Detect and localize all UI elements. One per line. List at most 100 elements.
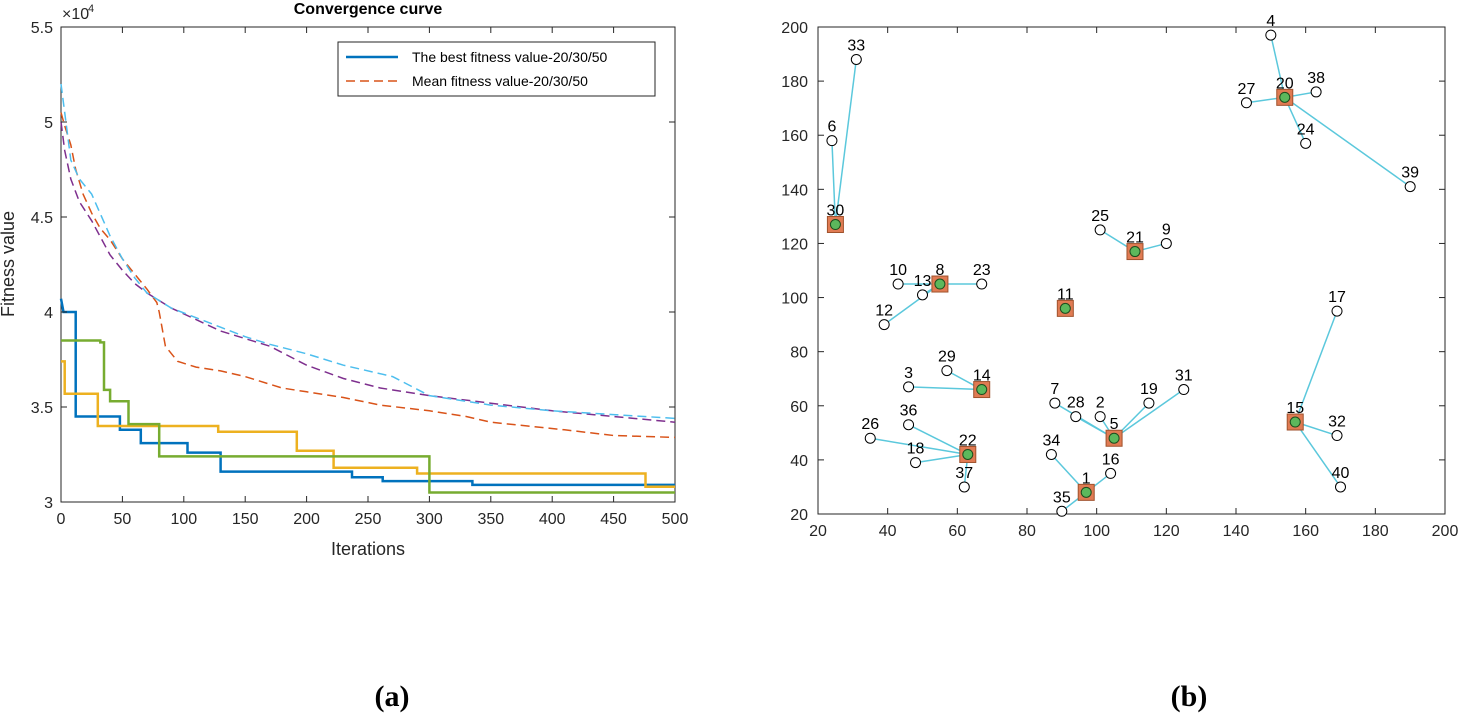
node-point [903, 381, 915, 393]
caption-b: (b) [1171, 680, 1208, 713]
cluster-link [883, 283, 941, 326]
legend-label-best: The best fitness value-20/30/50 [412, 49, 608, 65]
y-tick-label: 100 [781, 291, 808, 308]
x-tick-label: 160 [1292, 523, 1319, 540]
node-label: 12 [875, 303, 893, 320]
cluster-chart: 1234567891011121314151617181920212223242… [781, 13, 1458, 540]
x-tick-label: 0 [57, 511, 66, 528]
x-tick-label: 200 [1432, 523, 1459, 540]
node-point [1240, 97, 1252, 109]
node-label: 30 [827, 203, 845, 220]
x-tick-label: 20 [809, 523, 827, 540]
node-label: 8 [935, 262, 944, 279]
cluster-head-point [1059, 302, 1071, 314]
node-label: 10 [889, 262, 907, 279]
x-tick-label: 80 [1018, 523, 1036, 540]
node-label: 5 [1110, 416, 1119, 433]
caption-a: (a) [375, 680, 410, 713]
cluster-head-point [976, 384, 988, 396]
node-label: 1 [1082, 470, 1091, 487]
node-label: 19 [1140, 381, 1158, 398]
x-tick-label: 40 [879, 523, 897, 540]
node-point [941, 365, 953, 377]
cluster-head-point [829, 219, 841, 231]
cluster-head-point [1279, 91, 1291, 103]
node-point [1094, 411, 1106, 423]
series-line-1 [61, 360, 675, 489]
cluster-head-point [1080, 486, 1092, 498]
node-label: 17 [1328, 289, 1346, 306]
node-point [1105, 467, 1117, 479]
cluster-link [1294, 421, 1342, 488]
series-line-3 [60, 112, 676, 439]
node-label: 23 [973, 262, 991, 279]
node-point [1331, 305, 1343, 317]
node-label: 25 [1091, 208, 1109, 225]
y-tick-label: 20 [790, 507, 808, 524]
y-tick-label: 4 [44, 305, 53, 322]
y-tick-label: 60 [790, 399, 808, 416]
node-label: 2 [1096, 395, 1105, 412]
node-label: 22 [959, 432, 977, 449]
y-tick-label: 200 [781, 20, 808, 37]
node-label: 38 [1307, 70, 1325, 87]
node-label: 39 [1401, 165, 1419, 182]
node-label: 31 [1175, 368, 1193, 385]
cluster-head-point [1289, 416, 1301, 428]
node-point [910, 457, 922, 469]
node-label: 36 [900, 403, 918, 420]
convergence-chart: 0 50 100 150 200 250 300 350 400 450 500 3 3.5 4 4.5 5 5… [0, 1, 688, 559]
node-label: 3 [904, 365, 913, 382]
x-tick-label: 180 [1362, 523, 1389, 540]
y-axis-label: Fitness value [0, 211, 18, 317]
node-label: 32 [1328, 414, 1346, 431]
cluster-link [1294, 310, 1338, 423]
cluster-head-point [1108, 432, 1120, 444]
y-tick-label: 180 [781, 74, 808, 91]
node-point [1404, 181, 1416, 193]
node-point [826, 135, 838, 147]
x-tick-label: 350 [477, 511, 504, 528]
cluster-link [908, 424, 969, 456]
node-label: 13 [914, 273, 932, 290]
x-tick-label: 120 [1153, 523, 1180, 540]
node-point [976, 278, 988, 290]
y-tick-label: 140 [781, 182, 808, 199]
y-tick-label: 4.5 [31, 210, 53, 227]
node-point [1056, 505, 1068, 517]
node-label: 14 [973, 368, 991, 385]
node-point [1265, 29, 1277, 41]
x-tick-label: 300 [416, 511, 443, 528]
series-line-2 [61, 339, 675, 494]
node-point [1049, 397, 1061, 409]
node-label: 9 [1162, 221, 1171, 238]
node-point [1143, 397, 1155, 409]
ticks-b: 20 40 60 80 100 120 140 160 180 20020406080100120… [781, 20, 1458, 540]
node-label: 26 [861, 416, 879, 433]
ticks-a: 0 50 100 150 200 250 300 350 400 450 500 3 3.5 4 4.5 5 5… [31, 20, 689, 528]
node-point [1178, 384, 1190, 396]
node-label: 28 [1067, 395, 1085, 412]
x-tick-label: 250 [355, 511, 382, 528]
node-label: 7 [1050, 381, 1059, 398]
node-point [892, 278, 904, 290]
cluster-link [831, 140, 837, 225]
links-group [831, 34, 1411, 512]
y-tick-label: 80 [790, 345, 808, 362]
x-axis-label: Iterations [331, 539, 405, 559]
node-point [1094, 224, 1106, 236]
legend: The best fitness value-20/30/50 Mean fit… [337, 41, 656, 97]
series-line-5 [60, 83, 676, 420]
node-point [864, 432, 876, 444]
node-label: 21 [1126, 230, 1144, 247]
y-tick-label: 120 [781, 236, 808, 253]
node-point [1070, 411, 1082, 423]
y-exponent-power: 4 [88, 3, 94, 15]
y-tick-label: 5.5 [31, 20, 53, 37]
node-label: 18 [907, 441, 925, 458]
cluster-link [1270, 34, 1286, 98]
x-tick-label: 150 [232, 511, 259, 528]
node-label: 15 [1286, 400, 1304, 417]
node-label: 27 [1238, 81, 1256, 98]
x-tick-label: 100 [1083, 523, 1110, 540]
